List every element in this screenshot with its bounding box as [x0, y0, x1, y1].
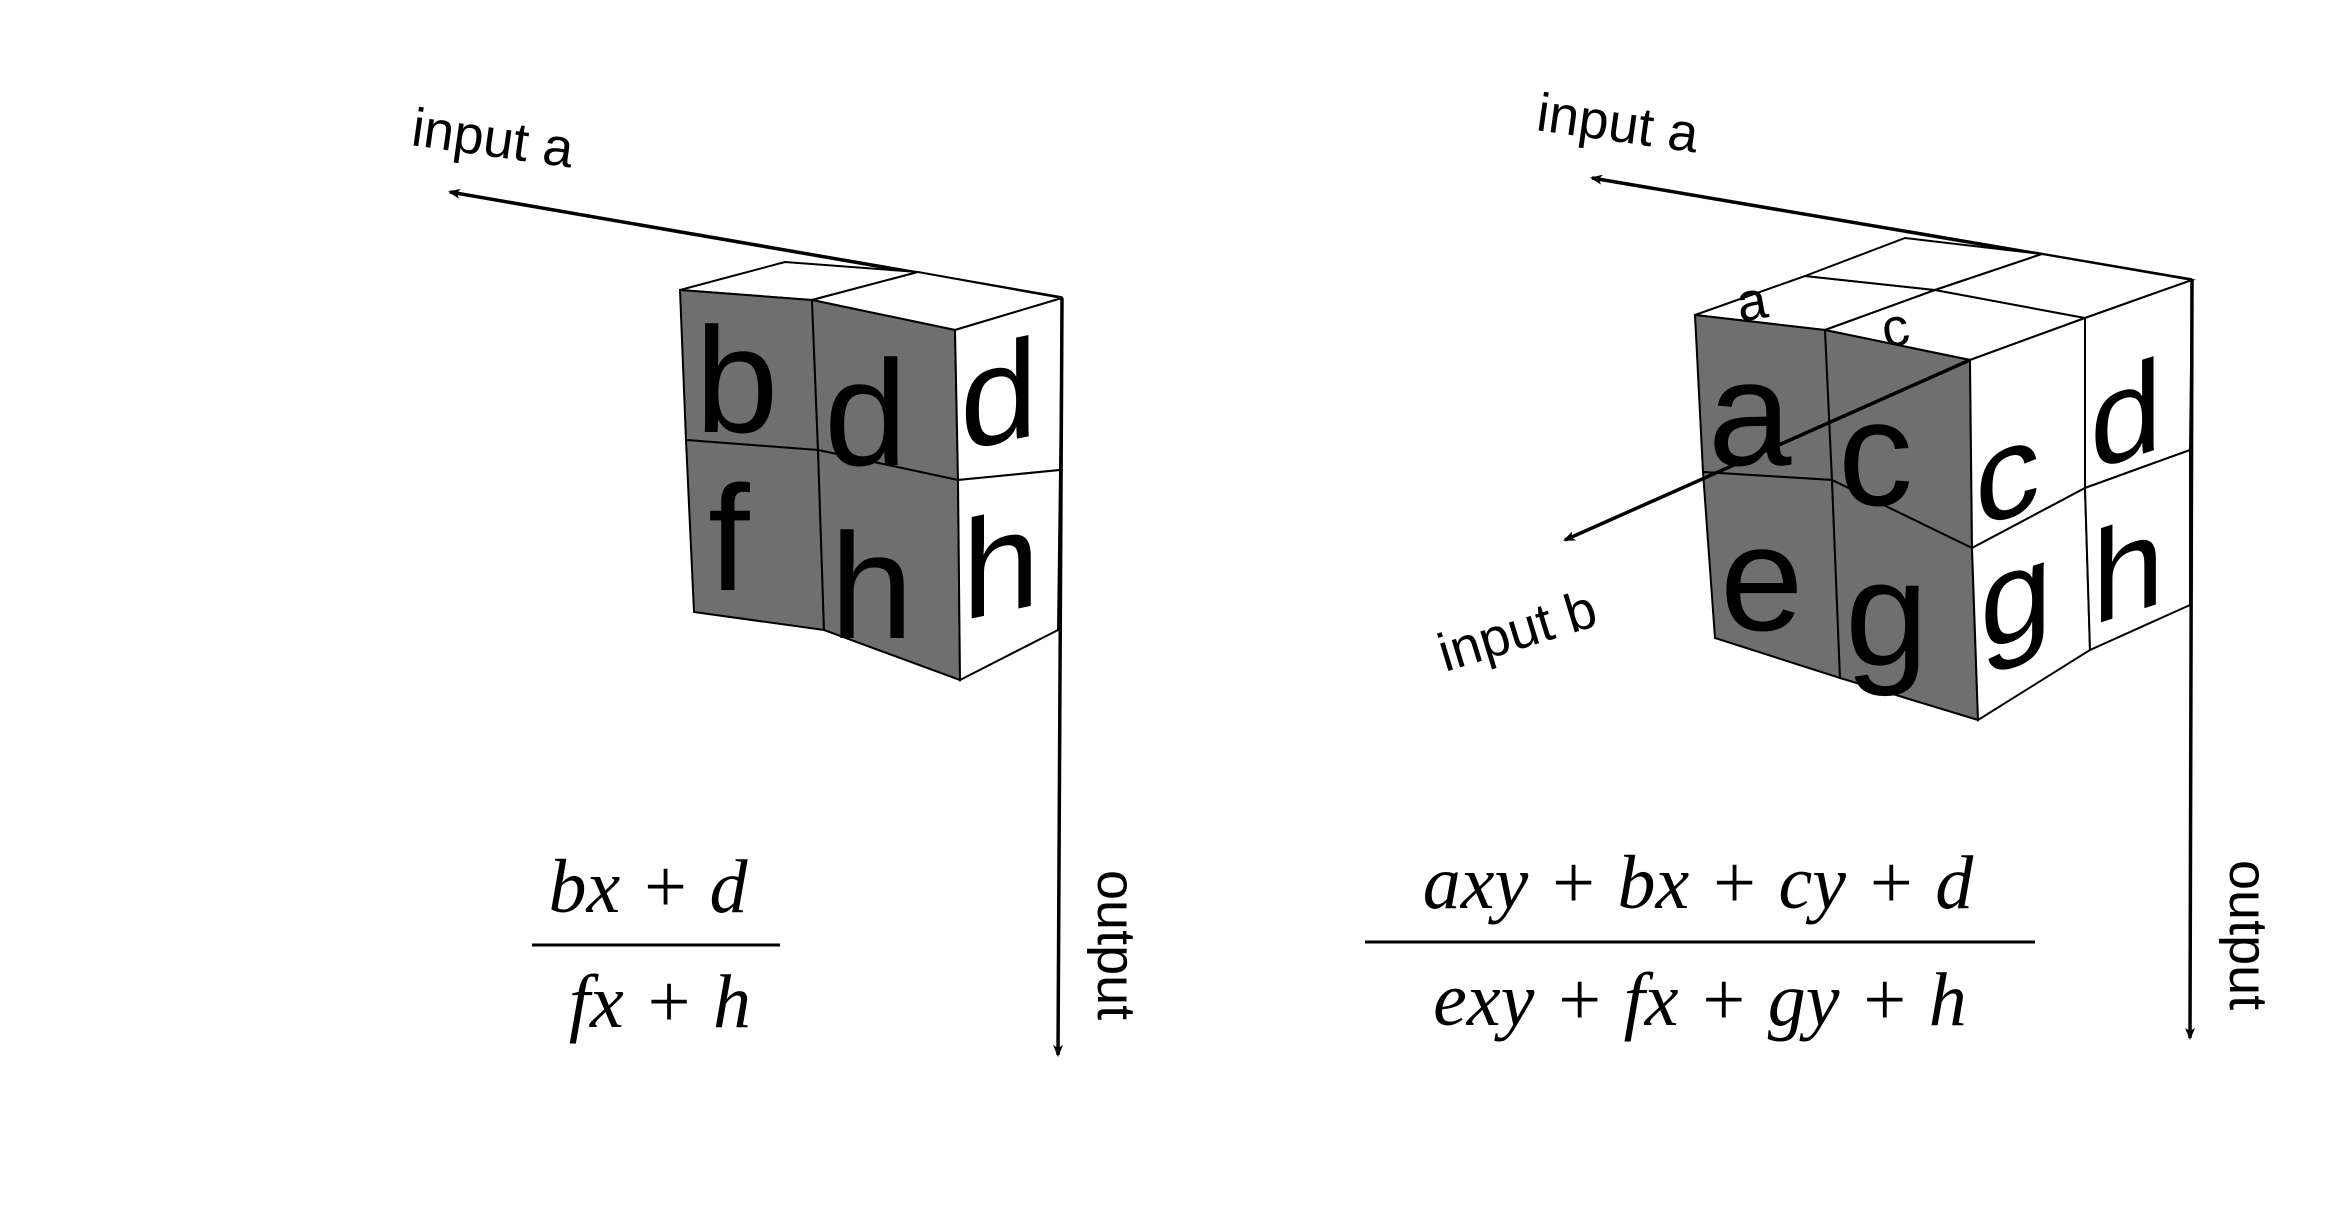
input-a-label-left: input a [408, 97, 578, 179]
output-arrow-right [2185, 279, 2196, 1040]
formula-numerator-left: bx + d [548, 845, 748, 929]
output-label-left: output [1086, 870, 1146, 1020]
front-letter-d: d [824, 329, 907, 497]
right-diagram: input a b d a c a c e g c d g h input b … [1365, 82, 2278, 1042]
input-a-label-right: input a [1533, 82, 1703, 164]
formula-denominator-right: exy + fx + gy + h [1433, 958, 1967, 1042]
front-letter-g: g [1845, 529, 1928, 697]
front-letter-h: h [830, 502, 913, 670]
output-label-right: output [2218, 860, 2278, 1010]
front-face-f [684, 438, 826, 632]
right-letter-h: h [962, 478, 1040, 651]
front-letter-c: c [1838, 369, 1913, 537]
output-arrow-left [1053, 297, 1064, 1057]
right-face-h [956, 468, 1062, 682]
formula-numerator-right: axy + bx + cy + d [1423, 841, 1975, 925]
right-letter-c: c [1975, 390, 2040, 556]
input-b-label: input b [1431, 579, 1604, 684]
input-b-arrow [1563, 358, 1971, 542]
front-letter-b: b [695, 296, 778, 464]
right-letter-g: g [1980, 511, 2052, 680]
front-letter-f: f [708, 454, 750, 622]
formula-denominator-left: fx + h [569, 960, 751, 1044]
front-letter-e: e [1720, 494, 1803, 662]
left-diagram: input a b d b d f h d h output bx + d fx… [408, 97, 1146, 1057]
right-letter-d-3d: d [2090, 330, 2162, 499]
right-letter-h-3d: h [2092, 485, 2164, 654]
right-letter-d: d [960, 309, 1038, 482]
